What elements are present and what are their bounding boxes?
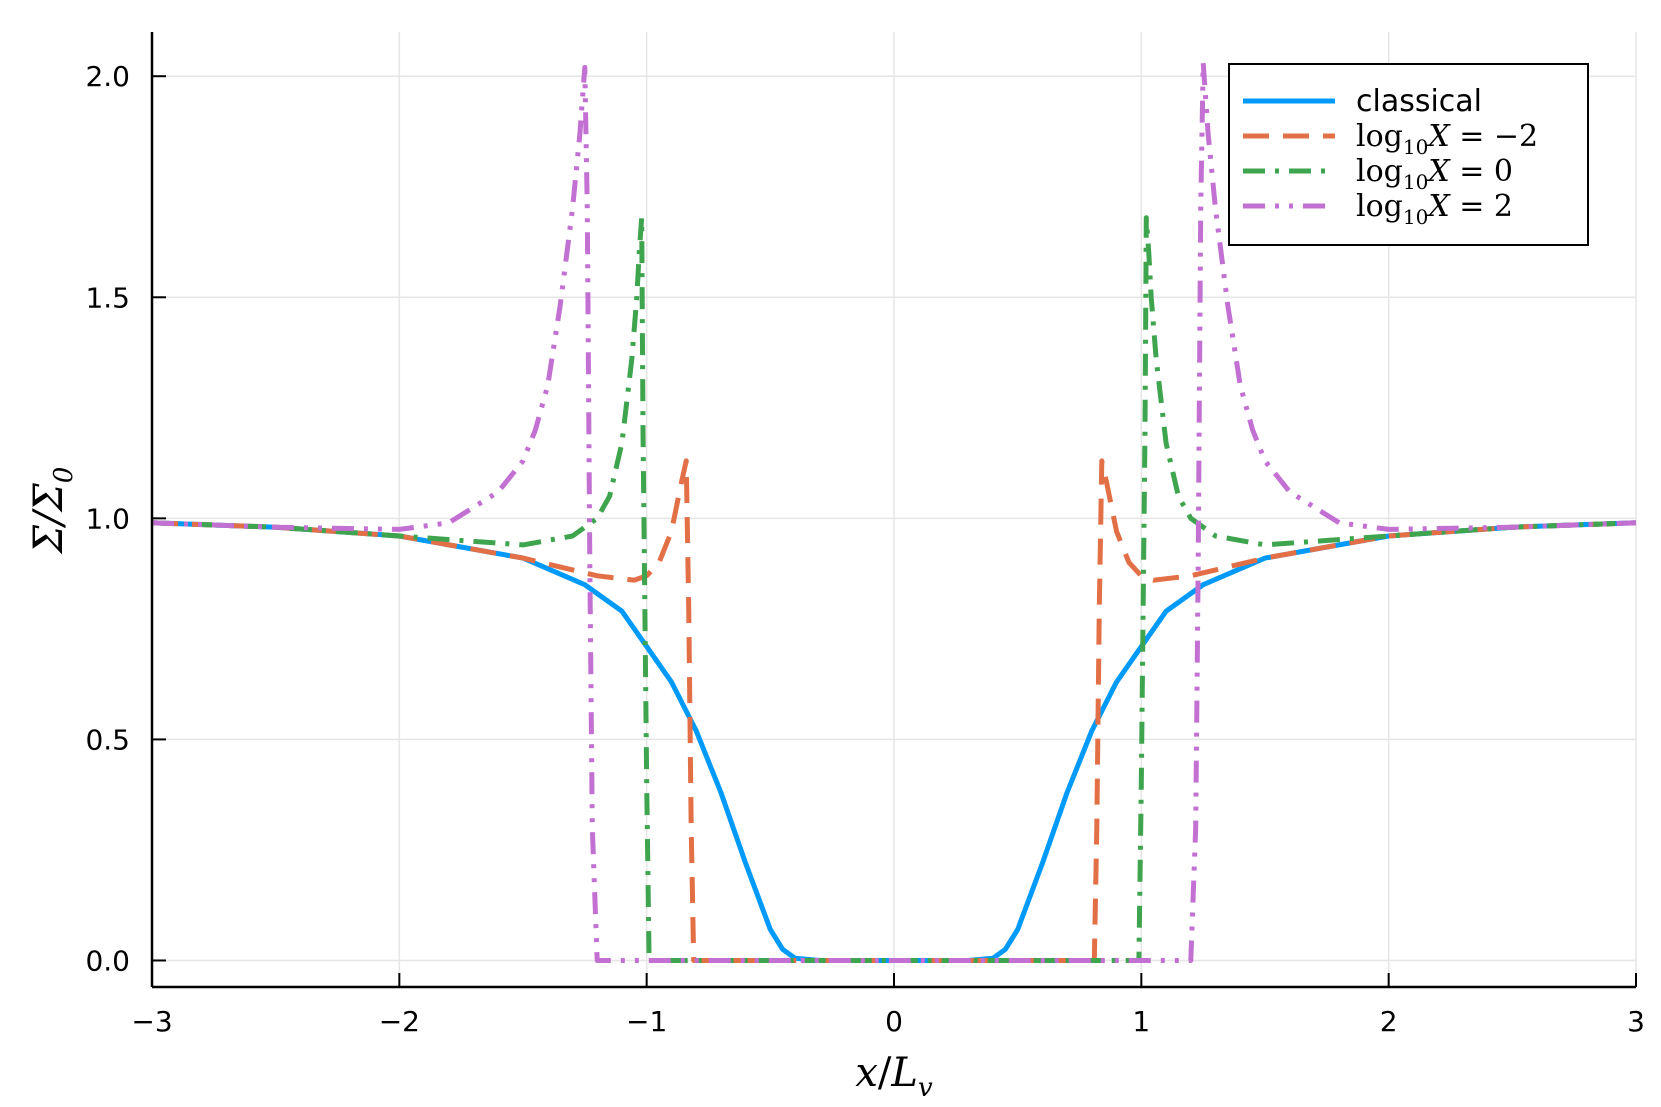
tick-labels: −3 −2 −1 0 1 2 3 0.0 0.5 1.0 1.5 2.0 (85, 60, 1644, 1038)
legend-label-2: log10X = 0 (1356, 154, 1513, 194)
series-line-2 (152, 215, 1636, 963)
x-axis-label-L: L (890, 1050, 918, 1096)
y-axis-label-slash: / (26, 508, 72, 529)
y-tick-label: 2.0 (85, 60, 130, 93)
x-axis-label-var: x (855, 1050, 878, 1096)
series-lines (152, 60, 1636, 963)
x-axis-label-slash: / (878, 1050, 892, 1096)
y-tick-label: 1.5 (85, 281, 130, 314)
y-tick-label: 1.0 (85, 502, 130, 535)
axes (150, 32, 1637, 989)
legend-label-1: log10X = −2 (1356, 119, 1538, 159)
y-axis-label: Σ/Σ0 (26, 467, 79, 556)
x-tick-label: 2 (1380, 1005, 1398, 1038)
y-axis-label-sigma: Σ (26, 524, 72, 555)
x-axis-label-sub: v (918, 1073, 933, 1103)
y-axis-label-sub: 0 (49, 467, 79, 484)
series-line-3 (152, 60, 1636, 963)
x-tick-label: 3 (1627, 1005, 1645, 1038)
x-tick-label: 1 (1132, 1005, 1150, 1038)
legend-label-0: classical (1356, 84, 1482, 119)
y-axis-label-sigma0: Σ (26, 483, 72, 514)
y-tick-label: 0.5 (85, 723, 130, 756)
y-tick-label: 0.0 (85, 944, 130, 977)
x-tick-label: −3 (131, 1005, 172, 1038)
svg-text:Σ/Σ0: Σ/Σ0 (26, 467, 79, 556)
x-tick-label: −2 (379, 1005, 420, 1038)
legend-box (1228, 63, 1589, 246)
svg-text:x/Lv: x/Lv (855, 1050, 933, 1103)
x-tick-label: 0 (885, 1005, 903, 1038)
legend-label-3: log10X = 2 (1356, 189, 1513, 229)
x-axis-label: x/Lv (855, 1050, 933, 1103)
x-tick-label: −1 (626, 1005, 667, 1038)
